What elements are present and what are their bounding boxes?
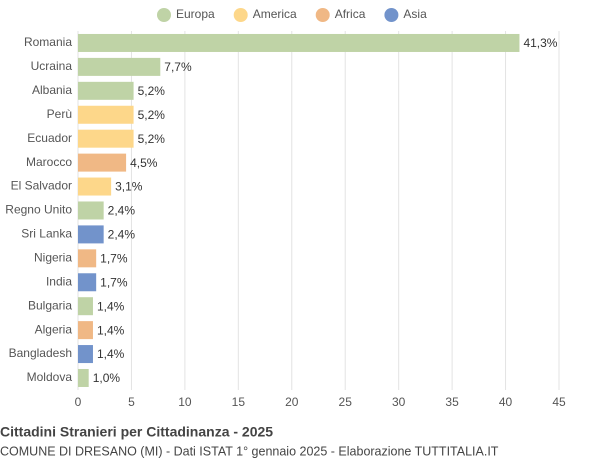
legend-label: Asia [403, 7, 427, 21]
y-tick-label: Sri Lanka [21, 227, 72, 241]
value-label: 7,7% [164, 60, 192, 74]
y-tick-label: Albania [32, 83, 72, 97]
x-tick-label: 20 [285, 395, 299, 409]
legend-marker [384, 8, 399, 22]
bar [78, 273, 97, 292]
x-tick-label: 35 [445, 395, 459, 409]
chart-subtitle: COMUNE DI DRESANO (MI) - Dati ISTAT 1° g… [0, 444, 499, 458]
chart-title: Cittadini Stranieri per Cittadinanza - 2… [0, 424, 273, 440]
value-label: 2,4% [108, 228, 136, 242]
legend-marker [233, 8, 248, 22]
legend-label: Africa [335, 7, 366, 21]
y-tick-label: Ecuador [27, 131, 72, 145]
bar [78, 368, 89, 387]
y-tick-label: Ucraina [31, 59, 73, 73]
legend-marker [315, 8, 330, 22]
x-tick-label: 10 [178, 395, 192, 409]
bar [78, 57, 161, 76]
y-tick-label: Nigeria [34, 251, 72, 265]
legend-label: America [253, 7, 297, 21]
bar [78, 177, 112, 196]
y-tick-label: Romania [24, 35, 72, 49]
value-label: 2,4% [108, 204, 136, 218]
value-label: 41,3% [523, 36, 557, 50]
bar [78, 81, 134, 100]
bar [78, 105, 134, 124]
value-label: 5,2% [138, 108, 166, 122]
value-label: 1,7% [100, 275, 128, 289]
y-tick-label: Bulgaria [28, 298, 72, 312]
value-label: 1,0% [93, 371, 121, 385]
bar [78, 201, 104, 220]
bar [78, 153, 127, 172]
value-label: 1,7% [100, 252, 128, 266]
x-tick-label: 25 [339, 395, 353, 409]
value-label: 5,2% [138, 84, 166, 98]
x-tick-label: 5 [128, 395, 135, 409]
y-tick-label: Algeria [35, 322, 73, 336]
legend-label: Europa [176, 7, 215, 21]
value-label: 1,4% [97, 323, 125, 337]
x-tick-label: 0 [75, 395, 82, 409]
x-tick-label: 45 [552, 395, 566, 409]
y-tick-label: Perù [47, 107, 72, 121]
y-tick-label: Marocco [26, 155, 72, 169]
y-tick-label: India [46, 274, 72, 288]
bar [78, 297, 93, 316]
value-label: 1,4% [97, 299, 125, 313]
y-tick-label: Regno Unito [5, 203, 72, 217]
y-tick-label: Bangladesh [9, 346, 72, 360]
bar [78, 249, 97, 268]
value-label: 4,5% [130, 156, 158, 170]
x-tick-label: 40 [499, 395, 513, 409]
value-label: 3,1% [115, 180, 143, 194]
bar [78, 321, 93, 340]
legend-marker [157, 8, 171, 22]
y-tick-label: El Salvador [11, 179, 72, 193]
bar [78, 345, 93, 364]
bar [78, 33, 520, 52]
x-tick-label: 15 [232, 395, 246, 409]
value-label: 1,4% [97, 347, 125, 361]
bar [78, 129, 134, 148]
bar [78, 225, 104, 244]
value-label: 5,2% [138, 132, 166, 146]
x-tick-label: 30 [392, 395, 406, 409]
y-tick-label: Moldova [27, 370, 73, 384]
